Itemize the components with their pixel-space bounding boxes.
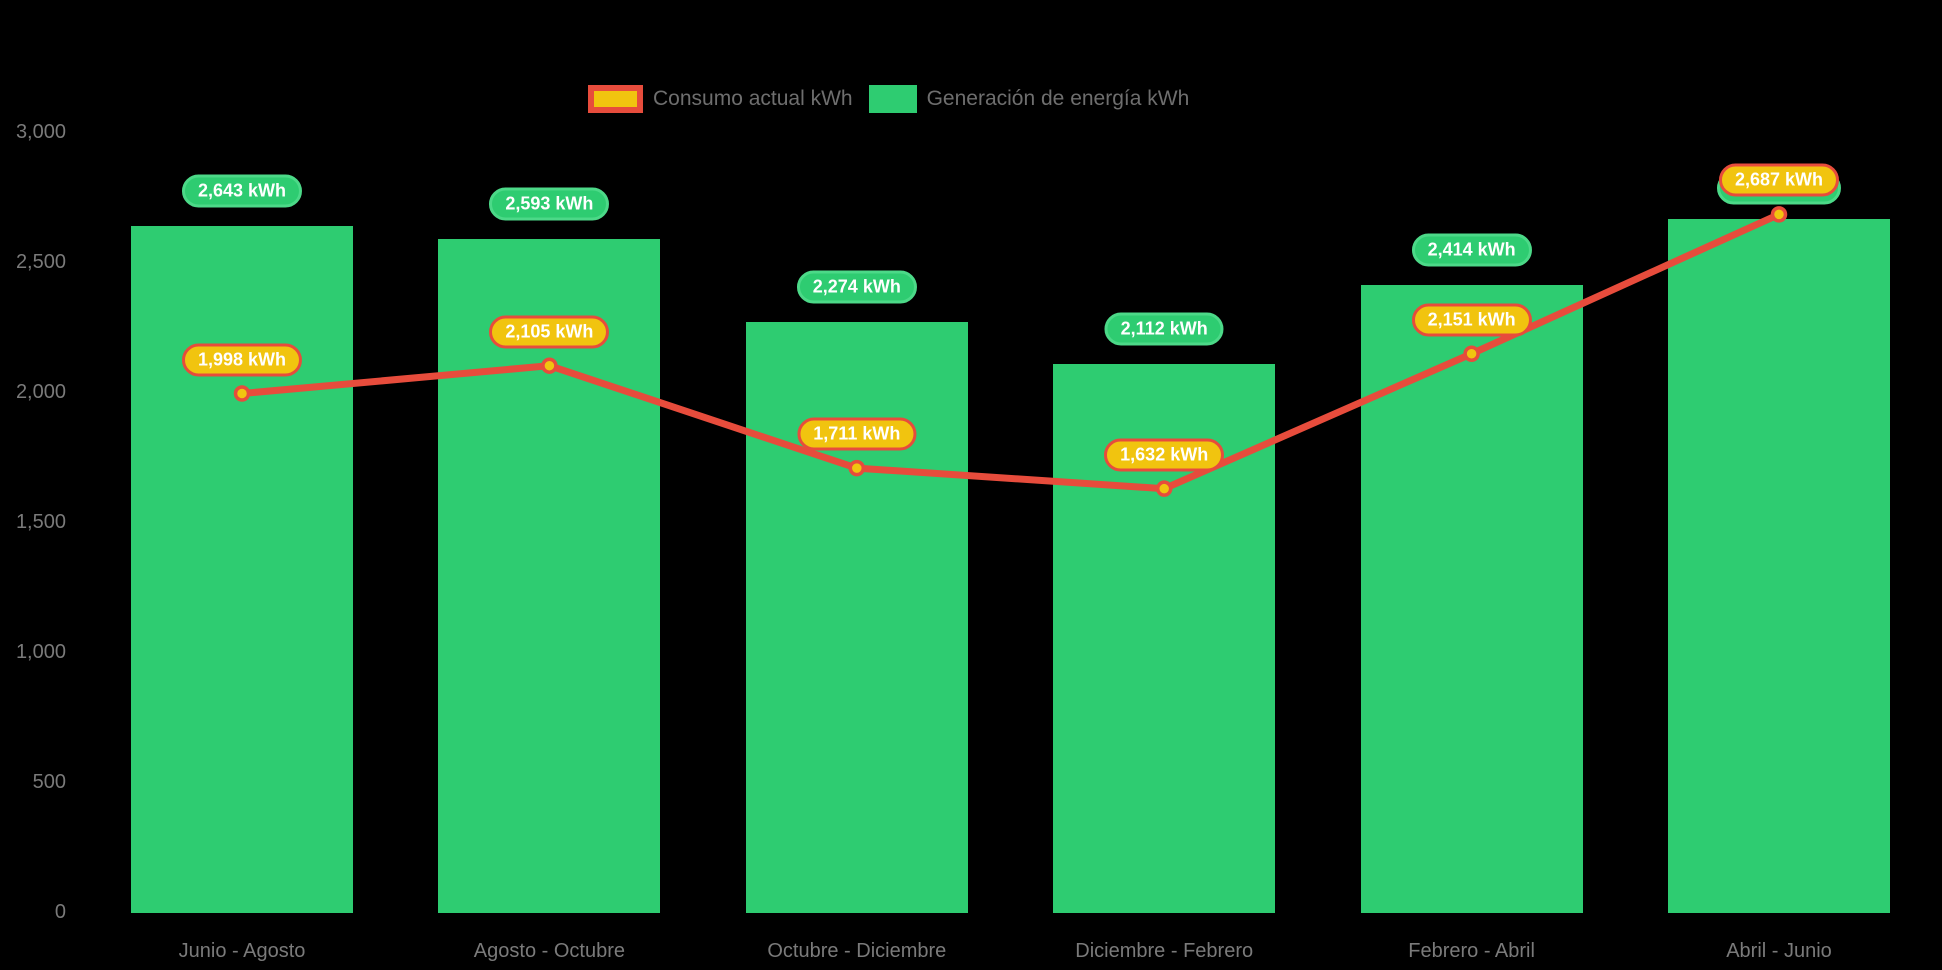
generation-value-label: 2,274 kWh	[796, 270, 917, 304]
consumption-value-label: 2,151 kWh	[1411, 303, 1532, 337]
y-axis-tick-label: 1,500	[15, 511, 66, 534]
x-axis-category-label: Diciembre - Febrero	[1075, 940, 1254, 962]
y-axis-tick-label: 2,500	[15, 251, 66, 274]
consumption-value-label: 2,105 kWh	[489, 315, 610, 349]
generation-value-label: 2,593 kWh	[489, 187, 610, 221]
y-axis-tick-label: 0	[54, 901, 66, 924]
consumption-value-label: 1,632 kWh	[1104, 438, 1225, 472]
y-axis-tick-label: 500	[32, 771, 66, 794]
x-axis-category-label: Febrero - Abril	[1408, 940, 1535, 962]
generation-bar	[745, 321, 968, 913]
generation-bar	[1360, 285, 1583, 913]
consumption-value-label: 2,687 kWh	[1718, 163, 1840, 197]
y-axis-tick-label: 1,000	[15, 641, 66, 664]
y-axis-tick-label: 3,000	[15, 121, 66, 144]
x-axis-category-label: Octubre - Diciembre	[767, 940, 947, 962]
consumption-value-label: 1,711 kWh	[797, 417, 917, 451]
chart-legend: Consumo actual kWh Generación de energía…	[588, 85, 1189, 113]
x-axis-category-label: Abril - Junio	[1726, 940, 1832, 962]
generation-value-label: 2,414 kWh	[1411, 233, 1532, 267]
generation-value-label: 2,112 kWh	[1104, 312, 1224, 346]
generacion-legend-swatch-icon	[868, 85, 917, 113]
y-axis-tick-label: 2,000	[15, 381, 66, 404]
generacion-legend-label: Generación de energía kWh	[926, 87, 1190, 110]
consumption-value-label: 1,998 kWh	[181, 343, 303, 377]
generation-value-label: 2,643 kWh	[181, 174, 303, 208]
consumo-legend-label: Consumo actual kWh	[653, 87, 853, 110]
generation-bar	[131, 225, 353, 913]
generation-bar	[1668, 219, 1890, 913]
x-axis-category-label: Junio - Agosto	[178, 940, 306, 962]
consumo-legend-swatch-icon	[588, 85, 643, 113]
x-axis-category-label: Agosto - Octubre	[473, 940, 625, 962]
